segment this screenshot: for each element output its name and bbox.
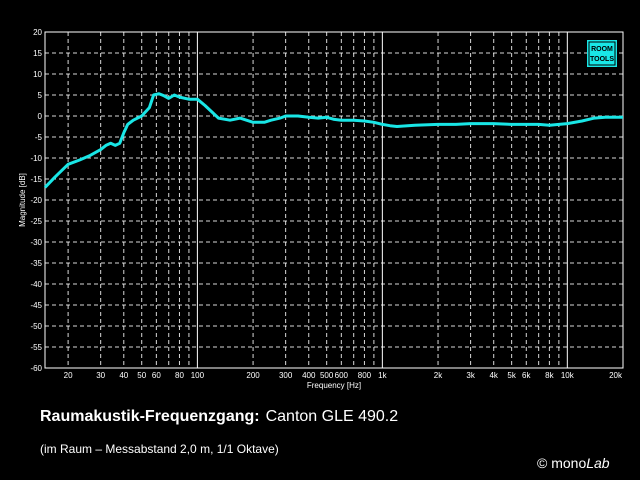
y-tick-label: 0 <box>38 112 43 121</box>
series-line <box>43 92 623 189</box>
brand-credit: © monoLab <box>537 455 610 471</box>
x-tick-label: 60 <box>152 371 161 380</box>
x-tick-label: 500 <box>320 371 334 380</box>
x-tick-label: 10k <box>561 371 575 380</box>
x-tick-label: 1k <box>378 371 387 380</box>
x-tick-label: 600 <box>335 371 349 380</box>
y-tick-label: 10 <box>33 70 42 79</box>
brand-italic: Lab <box>586 455 610 471</box>
y-tick-label: -25 <box>30 217 42 226</box>
x-tick-label: 400 <box>302 371 316 380</box>
y-tick-label: -20 <box>30 196 42 205</box>
y-tick-label: -10 <box>30 154 42 163</box>
x-tick-label: 5k <box>507 371 516 380</box>
frequency-response-chart: 20151050-5-10-15-20-25-30-35-40-45-50-55… <box>18 28 624 390</box>
y-axis-label: Magnitude [dB] <box>18 173 27 227</box>
x-tick-label: 800 <box>358 371 372 380</box>
y-tick-label: -40 <box>30 280 42 289</box>
brand-prefix: © mono <box>537 455 587 471</box>
x-tick-label: 3k <box>466 371 475 380</box>
caption-title: Raumakustik-Frequenzgang: Canton GLE 490.… <box>40 408 398 426</box>
x-tick-label: 50 <box>137 371 146 380</box>
y-tick-label: -60 <box>30 364 42 373</box>
x-tick-label: 20 <box>64 371 73 380</box>
y-tick-labels: 20 15 10 5 0 -5 -10 -15 -20 -25 -30 -35 -40 -45 -50 -55… <box>30 28 42 373</box>
x-tick-label: 40 <box>119 371 128 380</box>
y-tick-label: -55 <box>30 343 42 352</box>
caption-title-bold: Raumakustik-Frequenzgang: <box>40 408 260 425</box>
x-tick-label: 4k <box>489 371 498 380</box>
x-tick-labels: 20 30 40 50 60 80 100 200 300 400 500 600 800 1k 2k 3k 4… <box>64 371 623 380</box>
logo-line2: TOOLS <box>590 56 614 63</box>
x-tick-label: 30 <box>96 371 105 380</box>
y-tick-label: -15 <box>30 175 42 184</box>
caption-subtitle: (im Raum – Messabstand 2,0 m, 1/1 Oktave… <box>40 442 279 456</box>
x-tick-label: 80 <box>175 371 184 380</box>
logo-line1: ROOM <box>591 46 613 53</box>
y-tick-label: 20 <box>33 28 42 37</box>
logo-frame-inner <box>588 41 616 66</box>
y-tick-label: -30 <box>30 238 42 247</box>
x-tick-label: 8k <box>545 371 554 380</box>
y-tick-label: -35 <box>30 259 42 268</box>
x-tick-label: 300 <box>279 371 293 380</box>
grid-lines <box>45 31 623 369</box>
y-tick-label: 5 <box>38 91 43 100</box>
x-tick-label: 6k <box>522 371 531 380</box>
x-tick-label: 100 <box>191 371 205 380</box>
caption-title-model: Canton GLE 490.2 <box>265 408 399 425</box>
x-axis-label: Frequency [Hz] <box>307 381 361 390</box>
roomtools-logo: ROOM TOOLS <box>587 40 617 67</box>
x-tick-label: 20k <box>609 371 623 380</box>
x-tick-label: 200 <box>246 371 260 380</box>
x-tick-label: 2k <box>434 371 443 380</box>
y-tick-label: 15 <box>33 49 42 58</box>
logo-frame <box>587 40 617 67</box>
y-tick-label: -50 <box>30 322 42 331</box>
y-tick-label: -5 <box>35 133 43 142</box>
y-tick-label: -45 <box>30 301 42 310</box>
